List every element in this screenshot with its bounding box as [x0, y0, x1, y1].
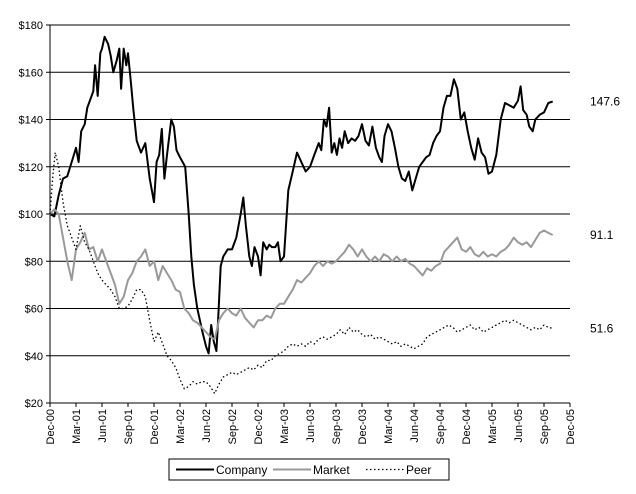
- y-tick-label: $40: [25, 351, 43, 363]
- series-line-company: [49, 35, 554, 355]
- y-tick-label: $140: [19, 115, 43, 127]
- y-tick-label: $60: [25, 304, 43, 316]
- legend-label-company: Company: [216, 463, 267, 477]
- x-tick-label: Dec-03: [357, 409, 369, 444]
- end-label-company: 147.6: [590, 95, 620, 109]
- x-tick-label: Jun-02: [201, 409, 213, 443]
- x-tick-label: Jun-03: [305, 409, 317, 443]
- y-tick-label: $80: [25, 256, 43, 268]
- y-tick-label: $160: [19, 67, 43, 79]
- series-lines: [49, 35, 554, 395]
- x-tick-label: Dec-01: [149, 409, 161, 444]
- x-tick-label: Dec-02: [253, 409, 265, 444]
- x-tick-label: Mar-01: [71, 409, 83, 444]
- x-axis-ticks: Dec-00 Mar-01 Jun-01 Sep-01 Dec-01 Mar-02 Jun-…: [45, 403, 577, 444]
- y-tick-label: $180: [19, 20, 43, 32]
- x-tick-label: Sep-03: [331, 409, 343, 444]
- x-tick-label: Dec-05: [565, 409, 577, 444]
- end-labels: 147.6 91.1 51.6: [590, 95, 620, 336]
- x-tick-label: Sep-04: [435, 409, 447, 444]
- x-tick-label: Mar-05: [487, 409, 499, 444]
- x-tick-label: Mar-04: [383, 409, 395, 444]
- series-line-peer: [49, 151, 553, 395]
- end-label-peer: 51.6: [590, 321, 614, 335]
- x-tick-label: Sep-01: [123, 409, 135, 444]
- x-tick-label: Dec-04: [461, 409, 473, 444]
- gridlines: [49, 24, 570, 404]
- x-tick-label: Jun-05: [513, 409, 525, 443]
- y-axis-ticks: $20 $40 $60 $80 $100 $120 $140 $160 $180: [19, 20, 50, 410]
- x-tick-label: Jun-01: [97, 409, 109, 443]
- y-tick-label: $120: [19, 162, 43, 174]
- legend: Company Market Peer: [168, 458, 450, 481]
- end-label-market: 91.1: [590, 228, 614, 242]
- y-tick-label: $100: [19, 209, 43, 221]
- x-tick-label: Sep-05: [539, 409, 551, 444]
- x-tick-label: Dec-00: [45, 409, 57, 444]
- x-tick-label: Mar-03: [279, 409, 291, 444]
- legend-label-market: Market: [313, 463, 350, 477]
- x-tick-label: Mar-02: [175, 409, 187, 444]
- series-line-market: [49, 208, 554, 341]
- legend-label-peer: Peer: [406, 463, 431, 477]
- y-tick-label: $20: [25, 398, 43, 410]
- x-tick-label: Sep-02: [227, 409, 239, 444]
- x-tick-label: Jun-04: [409, 409, 421, 443]
